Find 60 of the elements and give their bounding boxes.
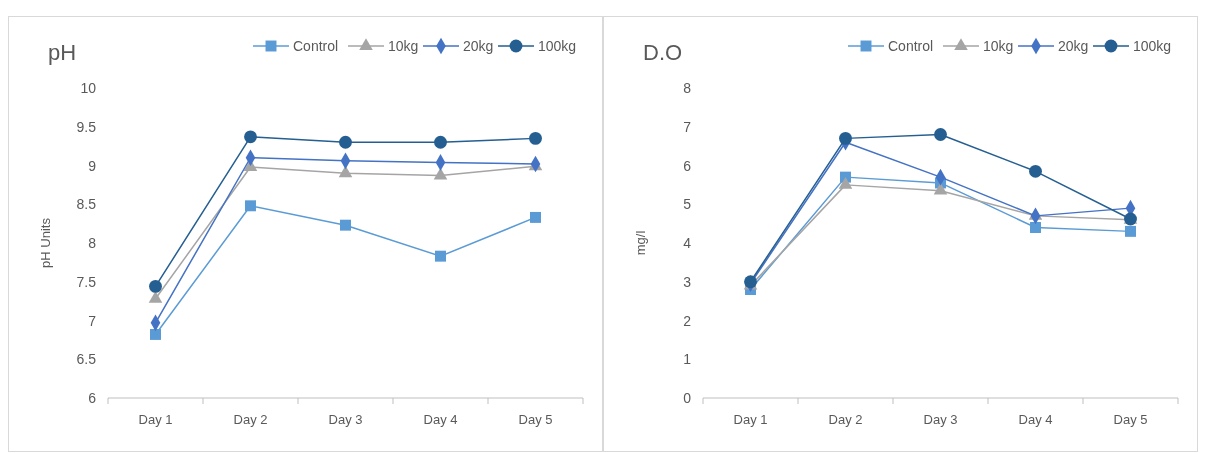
y-tick-label: 1 (683, 351, 692, 368)
legend-label: 100kg (1133, 38, 1172, 54)
x-tick-label: Day 4 (1018, 412, 1053, 427)
y-tick-label: 9 (88, 157, 97, 174)
y-tick-label: 2 (683, 312, 692, 329)
y-tick-label: 6 (88, 390, 97, 406)
y-tick-label: 8 (88, 235, 97, 251)
x-tick-label: Day 5 (518, 412, 553, 427)
point (148, 290, 163, 303)
y-tick-label: 7 (88, 312, 97, 329)
point (1030, 222, 1041, 233)
y-tick-label: 10 (80, 80, 97, 96)
y-tick-label: 6.5 (76, 351, 97, 368)
point (435, 250, 446, 262)
point (150, 328, 161, 340)
point (529, 131, 542, 145)
point (530, 211, 541, 223)
point (1029, 164, 1042, 178)
chart-title: pH (48, 40, 77, 65)
point (838, 177, 853, 189)
x-tick-label: Day 3 (923, 412, 958, 427)
point (245, 200, 256, 212)
point (434, 135, 447, 149)
y-tick-label: 8.5 (76, 196, 97, 213)
point (839, 131, 852, 145)
point (933, 182, 948, 195)
y-tick-label: 7 (683, 118, 692, 135)
point (1125, 225, 1136, 237)
x-tick-label: Day 1 (733, 412, 768, 427)
legend-label: Control (888, 38, 934, 54)
legend-label: 10kg (388, 38, 419, 54)
point (339, 135, 352, 149)
legend-label: 100kg (538, 38, 577, 54)
y-axis-title: pH Units (38, 217, 53, 268)
point (340, 219, 351, 231)
x-tick-label: Day 1 (138, 412, 173, 427)
legend-label: 20kg (463, 38, 494, 54)
y-tick-label: 8 (683, 80, 692, 96)
x-tick-label: Day 2 (233, 412, 268, 427)
point (934, 128, 947, 141)
x-tick-label: Day 4 (423, 412, 458, 427)
legend-label: 20kg (1058, 38, 1089, 54)
point (244, 130, 257, 144)
chart-title: D.O (643, 40, 683, 65)
y-tick-label: 9.5 (76, 118, 97, 135)
legend-label: 10kg (983, 38, 1014, 54)
point (149, 279, 162, 293)
y-tick-label: 5 (683, 196, 692, 213)
point (433, 167, 448, 180)
y-tick-label: 6 (683, 157, 692, 174)
y-axis-title: mg/l (633, 230, 648, 256)
y-tick-label: 0 (683, 390, 692, 406)
x-tick-label: Day 3 (328, 412, 363, 427)
y-tick-label: 3 (683, 273, 692, 290)
point (338, 165, 353, 178)
y-tick-label: 4 (683, 235, 692, 251)
x-tick-label: Day 2 (828, 412, 863, 427)
legend-label: Control (293, 38, 339, 54)
y-tick-label: 7.5 (76, 273, 97, 290)
x-tick-label: Day 5 (1113, 412, 1148, 427)
